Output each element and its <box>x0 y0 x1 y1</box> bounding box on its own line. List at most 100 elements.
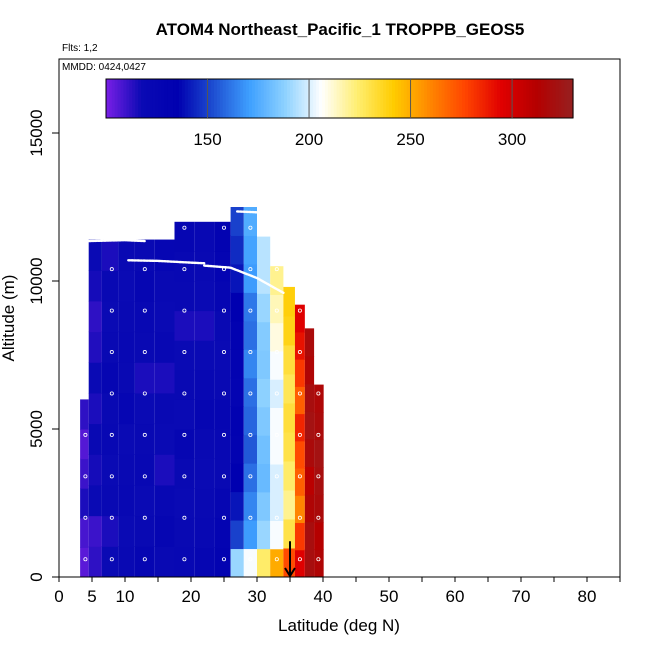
heatmap-cell <box>314 439 324 468</box>
colorbar-segment <box>228 79 233 118</box>
colorbar-segment <box>429 79 434 118</box>
colorbar-segment <box>526 79 530 118</box>
colorbar-segment <box>298 79 303 118</box>
colorbar-frame <box>105 78 574 119</box>
heatmap-cell <box>194 369 215 400</box>
colorbar-segment <box>383 79 387 118</box>
colorbar-segment <box>529 79 533 118</box>
tropopause-arrow <box>284 541 296 578</box>
heatmap-cell <box>154 239 175 271</box>
heatmap-cell <box>134 300 155 333</box>
obs-marker <box>109 308 114 313</box>
heatmap-cell <box>101 300 119 333</box>
colorbar-segment <box>535 79 539 118</box>
heatmap-cell <box>154 331 175 363</box>
heatmap-cell <box>194 517 215 548</box>
colorbar-segment <box>164 79 168 118</box>
heatmap-cell <box>230 349 244 379</box>
obs-marker <box>297 308 302 313</box>
obs-marker <box>83 557 88 562</box>
heatmap-cell <box>101 392 119 425</box>
colorbar-segment <box>359 79 364 118</box>
heatmap-cell <box>214 488 231 519</box>
heatmap-cell <box>88 392 102 425</box>
heatmap-cell <box>304 466 315 495</box>
x-tick-label: 50 <box>380 587 399 606</box>
colorbar-segment <box>146 79 151 118</box>
obs-marker <box>142 557 147 562</box>
colorbar-segment <box>505 79 510 118</box>
heatmap-cell <box>88 300 102 333</box>
x-tick-label: 80 <box>578 587 597 606</box>
heatmap-cell <box>154 515 175 547</box>
colorbar-segment <box>114 79 119 118</box>
colorbar-segment <box>561 79 565 118</box>
colorbar-segment <box>158 79 163 118</box>
heatmap-cell <box>88 484 102 517</box>
x-tick-label: 60 <box>446 587 465 606</box>
heatmap-cell <box>230 406 244 436</box>
colorbar-segment <box>111 79 116 118</box>
colorbar-tick-label: 250 <box>396 130 424 149</box>
obs-marker <box>248 267 253 272</box>
heatmap-cell <box>118 546 135 578</box>
colorbar-segment <box>418 79 422 118</box>
heatmap-cell <box>80 547 89 578</box>
colorbar-segment <box>286 79 291 118</box>
x-tick-label: 20 <box>182 587 201 606</box>
colorbar-segment <box>482 79 487 118</box>
heatmap-cell <box>314 494 324 523</box>
heatmap-cell <box>134 546 155 578</box>
colorbar-segment <box>143 79 148 118</box>
heatmap-cell <box>314 549 324 578</box>
colorbar-segment <box>377 79 381 118</box>
colorbar-segment <box>313 79 317 118</box>
heatmap-cell <box>134 392 155 425</box>
obs-marker <box>297 515 302 520</box>
colorbar-segment <box>365 79 370 118</box>
heatmap-cell <box>214 340 231 371</box>
colorbar-segment <box>106 79 110 118</box>
heatmap-cell <box>154 362 175 394</box>
colorbar-segment <box>412 79 416 118</box>
colorbar-segment <box>368 79 373 118</box>
obs-marker <box>221 474 226 479</box>
heatmap-cell <box>88 515 102 547</box>
colorbar-segment <box>508 79 513 118</box>
heatmap-cell <box>174 458 195 489</box>
colorbar-segment <box>473 79 478 118</box>
colorbar-segment <box>141 79 145 118</box>
heatmap-cell <box>314 412 324 441</box>
colorbar-segment <box>450 79 454 118</box>
colorbar-segment <box>552 79 557 118</box>
colorbar-segment <box>321 79 326 118</box>
colorbar-segment <box>190 79 195 118</box>
colorbar-segment <box>371 79 376 118</box>
obs-marker <box>248 474 253 479</box>
colorbar-segment <box>208 79 212 118</box>
obs-marker <box>83 432 88 437</box>
colorbar-segment <box>564 79 568 118</box>
colorbar-segment <box>476 79 481 118</box>
heatmap-cell <box>174 281 195 312</box>
heatmap-cell <box>214 547 231 578</box>
obs-marker <box>221 557 226 562</box>
heatmap-cell <box>80 488 89 519</box>
obs-marker <box>274 267 279 272</box>
colorbar-segment <box>301 79 306 118</box>
x-tick-label: 30 <box>248 587 267 606</box>
heatmap-cell <box>80 458 89 489</box>
plot-frame <box>58 58 621 578</box>
obs-marker <box>142 515 147 520</box>
colorbar-segment <box>246 79 250 118</box>
obs-marker <box>248 391 253 396</box>
heatmap-cell <box>80 517 89 548</box>
heatmap-cell <box>270 520 284 550</box>
colorbar-segment <box>251 79 256 118</box>
heatmap-cell <box>194 340 215 371</box>
obs-marker <box>109 267 114 272</box>
heatmap-cell <box>257 264 271 294</box>
heatmap-cell <box>134 362 155 394</box>
dates-label: MMDD: 0424,0427 <box>62 62 146 73</box>
obs-marker <box>109 391 114 396</box>
